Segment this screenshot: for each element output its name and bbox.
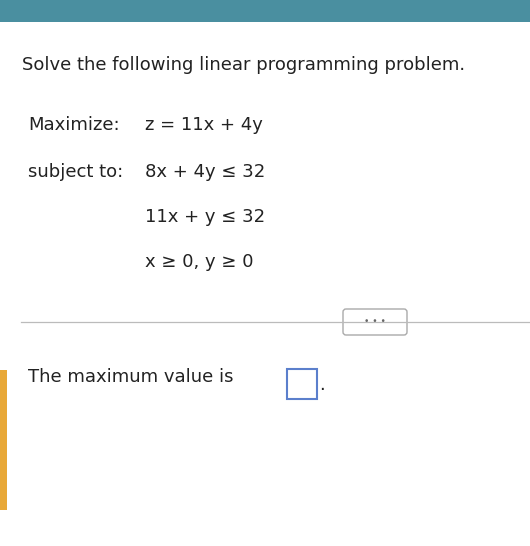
Text: 11x + y ≤ 32: 11x + y ≤ 32 — [145, 208, 265, 226]
Text: The maximum value is: The maximum value is — [28, 368, 234, 386]
FancyBboxPatch shape — [0, 370, 7, 510]
Text: subject to:: subject to: — [28, 163, 123, 181]
Text: 8x + 4y ≤ 32: 8x + 4y ≤ 32 — [145, 163, 265, 181]
Text: z = 11x + 4y: z = 11x + 4y — [145, 116, 263, 134]
Text: x ≥ 0, y ≥ 0: x ≥ 0, y ≥ 0 — [145, 253, 253, 271]
Text: .: . — [319, 376, 325, 394]
Text: Solve the following linear programming problem.: Solve the following linear programming p… — [22, 56, 465, 74]
FancyBboxPatch shape — [287, 369, 317, 399]
FancyBboxPatch shape — [343, 309, 407, 335]
FancyBboxPatch shape — [0, 0, 530, 22]
Text: • • •: • • • — [364, 318, 386, 327]
Text: Maximize:: Maximize: — [28, 116, 120, 134]
